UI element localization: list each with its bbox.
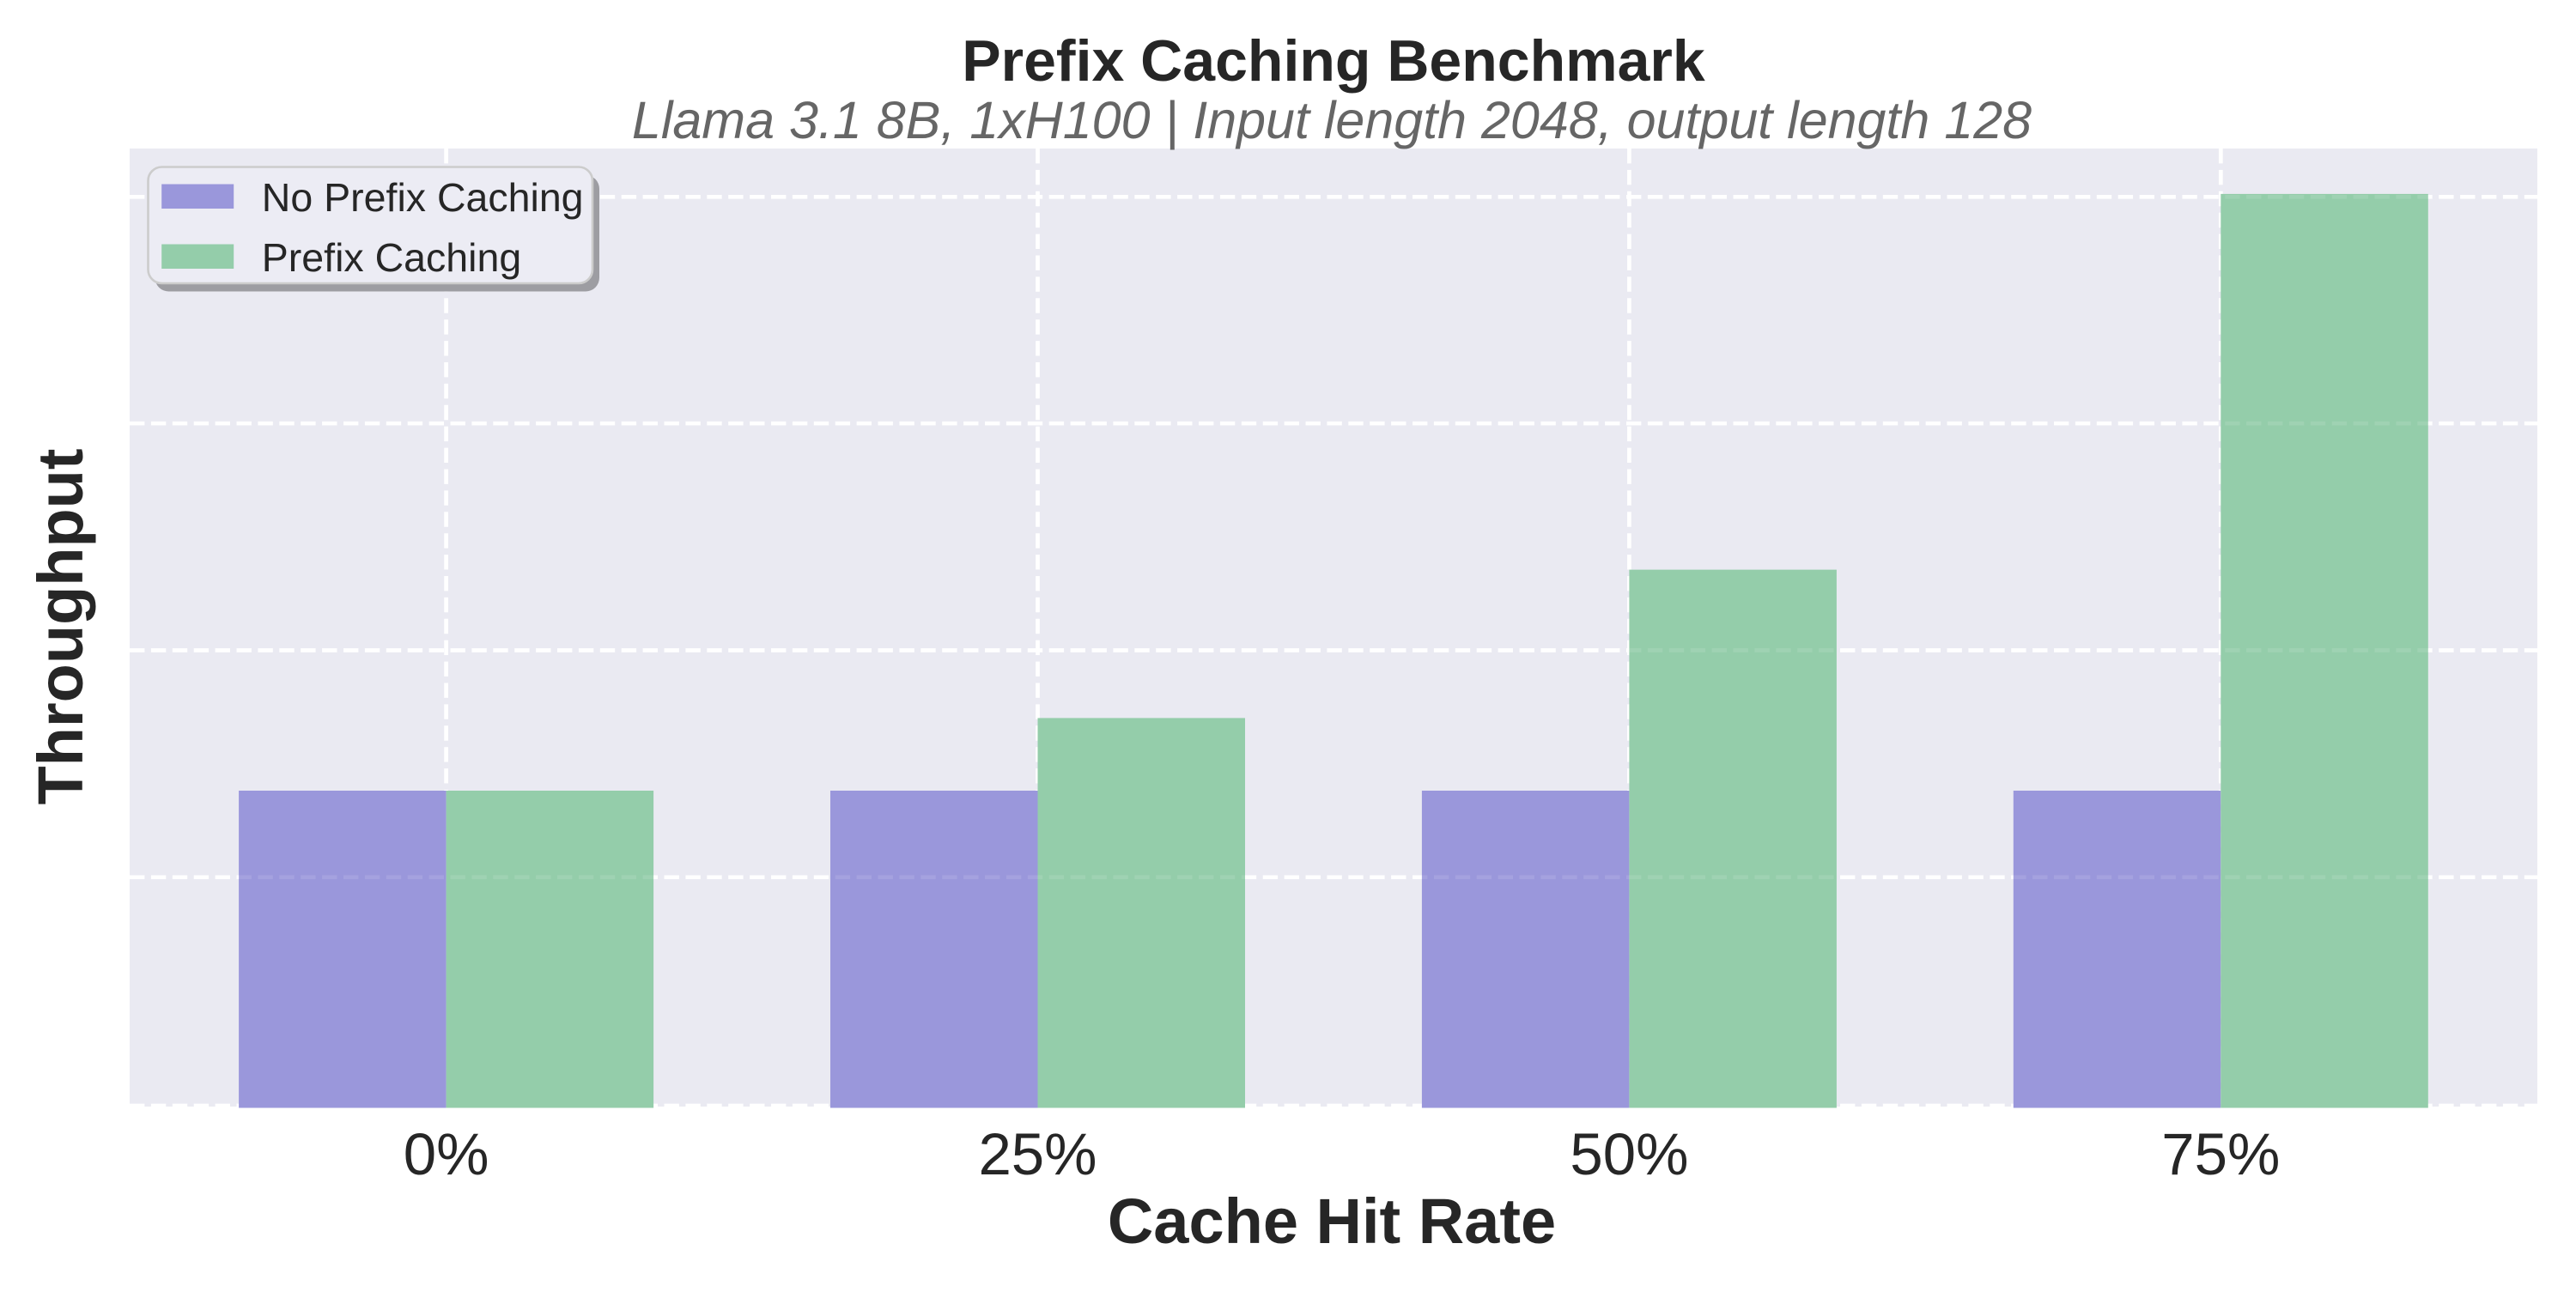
svg-text:Cache Hit Rate: Cache Hit Rate xyxy=(1108,1186,1556,1257)
svg-text:Prefix Caching Benchmark: Prefix Caching Benchmark xyxy=(962,28,1705,94)
svg-text:Throughput: Throughput xyxy=(25,448,96,804)
svg-text:25%: 25% xyxy=(978,1121,1097,1187)
svg-text:0%: 0% xyxy=(404,1121,489,1187)
svg-text:No Prefix Caching: No Prefix Caching xyxy=(262,175,584,220)
svg-text:75%: 75% xyxy=(2161,1121,2280,1187)
svg-text:Llama 3.1 8B, 1xH100 | Input l: Llama 3.1 8B, 1xH100 | Input length 2048… xyxy=(632,91,2032,150)
svg-text:50%: 50% xyxy=(1570,1121,1688,1187)
svg-text:Prefix Caching: Prefix Caching xyxy=(262,235,521,280)
